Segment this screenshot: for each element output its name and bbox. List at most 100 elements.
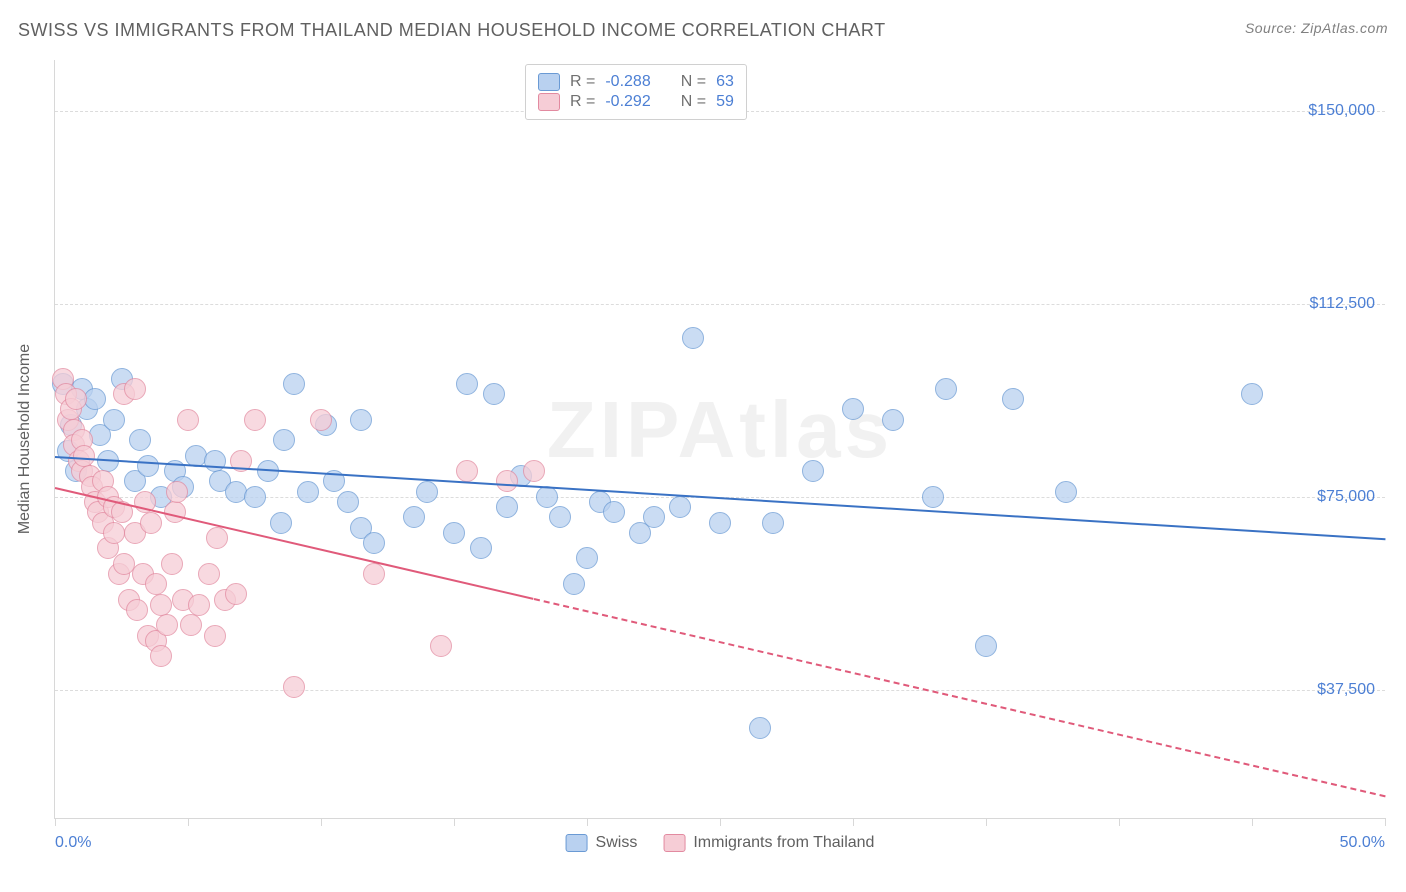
watermark: ZIPAtlas	[547, 384, 893, 476]
stats-legend-row: R =-0.292N =59	[538, 93, 734, 111]
scatter-point-swiss	[350, 409, 372, 431]
scatter-point-swiss	[549, 506, 571, 528]
scatter-point-swiss	[496, 496, 518, 518]
x-tick	[454, 818, 455, 826]
scatter-point-thailand	[156, 614, 178, 636]
scatter-point-thailand	[430, 635, 452, 657]
y-tick-label: $37,500	[1317, 681, 1375, 699]
stat-n-value: 63	[716, 73, 734, 91]
scatter-point-swiss	[603, 501, 625, 523]
scatter-point-thailand	[150, 594, 172, 616]
x-tick	[587, 818, 588, 826]
scatter-point-swiss	[669, 496, 691, 518]
scatter-point-swiss	[935, 378, 957, 400]
x-axis-min-label: 0.0%	[55, 834, 91, 852]
scatter-point-swiss	[129, 429, 151, 451]
scatter-point-swiss	[273, 429, 295, 451]
title-bar: SWISS VS IMMIGRANTS FROM THAILAND MEDIAN…	[18, 20, 1388, 41]
stat-n-label: N =	[681, 93, 706, 111]
y-axis-label: Median Household Income	[16, 344, 34, 534]
scatter-point-swiss	[576, 547, 598, 569]
scatter-point-thailand	[496, 470, 518, 492]
scatter-point-swiss	[456, 373, 478, 395]
scatter-point-swiss	[270, 512, 292, 534]
scatter-point-thailand	[206, 527, 228, 549]
scatter-point-swiss	[337, 491, 359, 513]
scatter-point-swiss	[483, 383, 505, 405]
scatter-point-swiss	[283, 373, 305, 395]
scatter-point-swiss	[443, 522, 465, 544]
scatter-point-swiss	[762, 512, 784, 534]
trendline-thailand-extrapolated	[534, 598, 1386, 797]
scatter-point-thailand	[363, 563, 385, 585]
legend-swatch-thailand	[538, 93, 560, 111]
scatter-point-thailand	[180, 614, 202, 636]
scatter-point-swiss	[1241, 383, 1263, 405]
scatter-point-thailand	[188, 594, 210, 616]
x-tick	[853, 818, 854, 826]
x-tick	[1252, 818, 1253, 826]
scatter-point-thailand	[124, 378, 146, 400]
stat-n-value: 59	[716, 93, 734, 111]
gridline	[55, 690, 1385, 691]
scatter-point-thailand	[177, 409, 199, 431]
scatter-point-thailand	[198, 563, 220, 585]
legend-swatch-swiss	[566, 834, 588, 852]
scatter-point-swiss	[682, 327, 704, 349]
chart-area: Median Household Income ZIPAtlas $150,00…	[54, 60, 1385, 819]
gridline	[55, 304, 1385, 305]
scatter-point-swiss	[643, 506, 665, 528]
scatter-point-thailand	[145, 573, 167, 595]
scatter-point-thailand	[456, 460, 478, 482]
stat-r-label: R =	[570, 73, 595, 91]
scatter-point-swiss	[802, 460, 824, 482]
scatter-point-thailand	[204, 625, 226, 647]
x-axis-max-label: 50.0%	[1340, 834, 1385, 852]
scatter-point-swiss	[103, 409, 125, 431]
scatter-point-swiss	[363, 532, 385, 554]
scatter-point-thailand	[166, 481, 188, 503]
scatter-point-thailand	[126, 599, 148, 621]
source-attribution: Source: ZipAtlas.com	[1245, 20, 1388, 36]
chart-title: SWISS VS IMMIGRANTS FROM THAILAND MEDIAN…	[18, 20, 886, 40]
scatter-point-thailand	[523, 460, 545, 482]
y-tick-label: $75,000	[1317, 488, 1375, 506]
scatter-point-swiss	[204, 450, 226, 472]
y-tick-label: $112,500	[1309, 295, 1375, 313]
scatter-point-swiss	[416, 481, 438, 503]
x-tick	[720, 818, 721, 826]
x-tick	[321, 818, 322, 826]
scatter-point-thailand	[150, 645, 172, 667]
scatter-point-thailand	[244, 409, 266, 431]
scatter-point-thailand	[103, 522, 125, 544]
stat-r-label: R =	[570, 93, 595, 111]
legend-swatch-thailand	[663, 834, 685, 852]
scatter-point-swiss	[842, 398, 864, 420]
scatter-point-swiss	[244, 486, 266, 508]
y-tick-label: $150,000	[1308, 102, 1375, 120]
x-tick	[55, 818, 56, 826]
scatter-point-thailand	[161, 553, 183, 575]
scatter-point-swiss	[403, 506, 425, 528]
scatter-point-swiss	[749, 717, 771, 739]
scatter-point-swiss	[975, 635, 997, 657]
scatter-point-swiss	[709, 512, 731, 534]
stats-legend-row: R =-0.288N =63	[538, 73, 734, 91]
x-tick	[188, 818, 189, 826]
scatter-point-thailand	[140, 512, 162, 534]
scatter-point-thailand	[283, 676, 305, 698]
scatter-point-thailand	[73, 445, 95, 467]
series-legend-item: Immigrants from Thailand	[663, 834, 874, 852]
scatter-point-swiss	[563, 573, 585, 595]
scatter-point-thailand	[310, 409, 332, 431]
legend-swatch-swiss	[538, 73, 560, 91]
x-tick	[986, 818, 987, 826]
series-label: Immigrants from Thailand	[693, 834, 874, 852]
scatter-point-swiss	[297, 481, 319, 503]
x-tick	[1385, 818, 1386, 826]
scatter-point-thailand	[225, 583, 247, 605]
series-legend-item: Swiss	[566, 834, 638, 852]
stats-legend: R =-0.288N =63R =-0.292N =59	[525, 64, 747, 120]
scatter-point-swiss	[1055, 481, 1077, 503]
scatter-point-thailand	[65, 388, 87, 410]
